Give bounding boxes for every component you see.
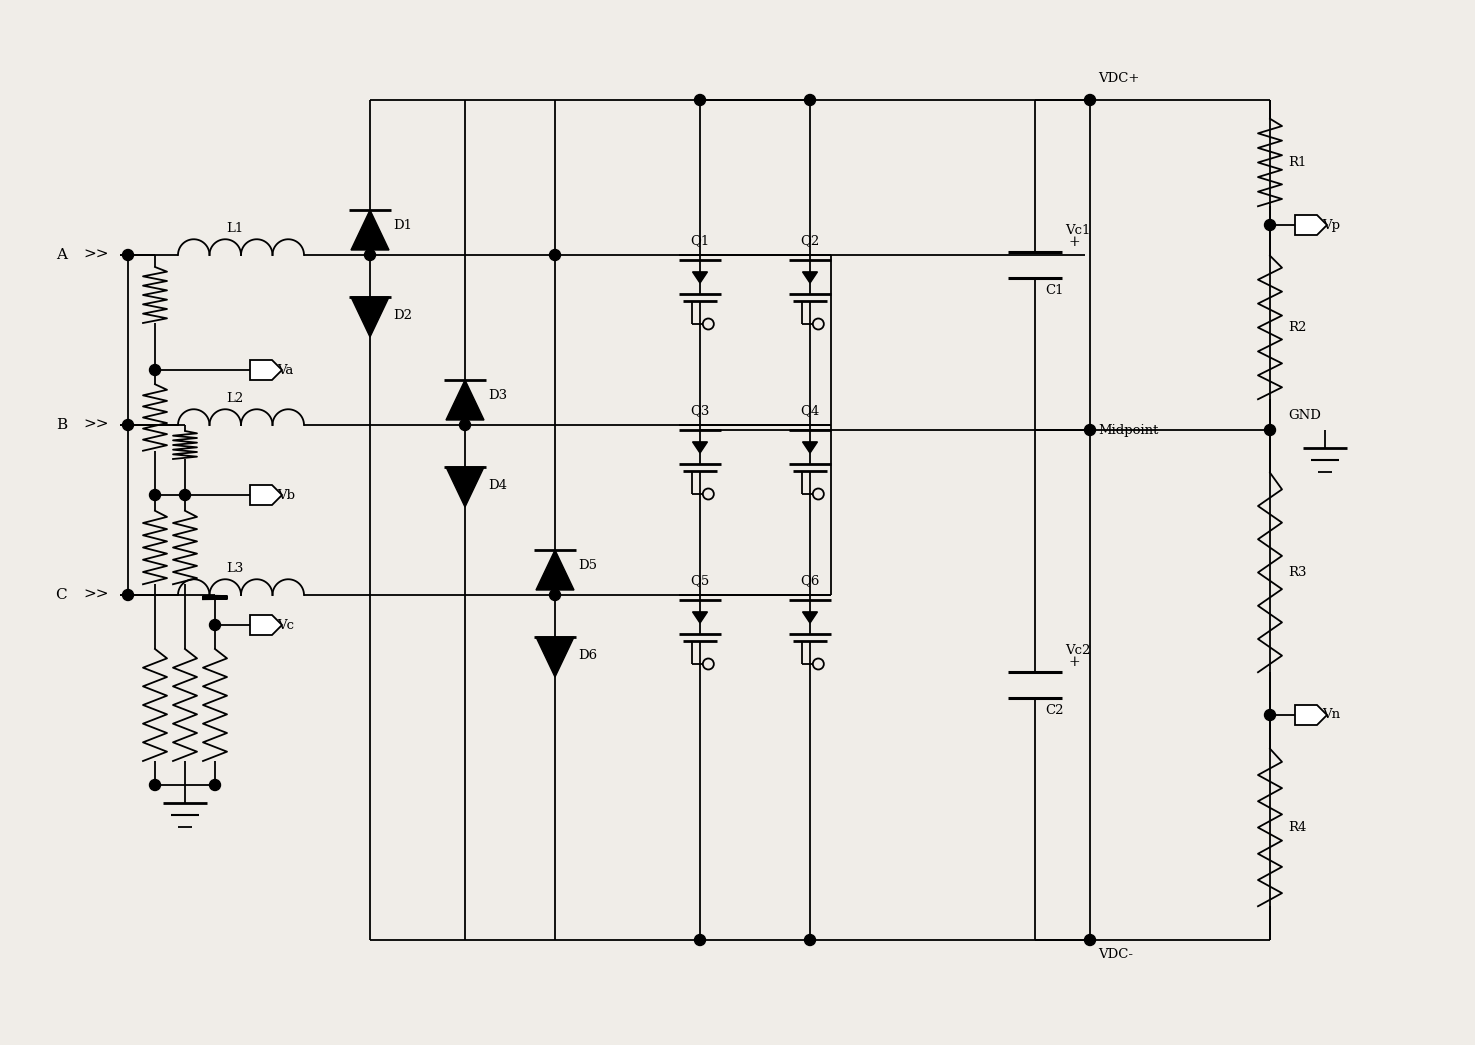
Text: Vc: Vc	[277, 619, 294, 631]
Text: R1: R1	[1288, 156, 1307, 169]
Circle shape	[122, 250, 134, 260]
Polygon shape	[802, 442, 817, 454]
Polygon shape	[1295, 705, 1328, 725]
Polygon shape	[693, 442, 708, 454]
Text: VDC+: VDC+	[1097, 72, 1139, 85]
Polygon shape	[249, 485, 282, 505]
Text: D3: D3	[488, 389, 507, 401]
Circle shape	[1264, 219, 1276, 231]
Polygon shape	[693, 272, 708, 283]
Text: D1: D1	[392, 218, 412, 232]
Circle shape	[1084, 94, 1096, 106]
Text: GND: GND	[1288, 409, 1322, 421]
Text: Midpoint: Midpoint	[1097, 423, 1158, 437]
Polygon shape	[249, 616, 282, 635]
Text: Q6: Q6	[801, 574, 820, 587]
Polygon shape	[445, 380, 484, 420]
Circle shape	[695, 934, 705, 946]
Polygon shape	[351, 297, 389, 336]
Circle shape	[1264, 710, 1276, 720]
Text: Q4: Q4	[801, 404, 820, 417]
Polygon shape	[445, 467, 484, 507]
Text: Q5: Q5	[690, 574, 709, 587]
Text: D6: D6	[578, 649, 597, 661]
Text: >>: >>	[83, 248, 109, 262]
Text: D2: D2	[392, 308, 412, 322]
Circle shape	[1084, 424, 1096, 436]
Polygon shape	[351, 210, 389, 250]
Polygon shape	[802, 272, 817, 283]
Circle shape	[550, 250, 560, 260]
Text: Vn: Vn	[1322, 709, 1341, 721]
Text: C: C	[56, 588, 66, 602]
Polygon shape	[535, 637, 574, 677]
Circle shape	[364, 250, 376, 260]
Circle shape	[149, 365, 161, 375]
Text: Q1: Q1	[690, 234, 709, 247]
Circle shape	[180, 489, 190, 501]
Text: L3: L3	[226, 561, 243, 575]
Circle shape	[804, 934, 816, 946]
Text: +: +	[1068, 655, 1080, 669]
Text: C1: C1	[1044, 283, 1063, 297]
Text: C2: C2	[1044, 703, 1063, 717]
Text: L1: L1	[226, 222, 243, 234]
Polygon shape	[1295, 215, 1328, 235]
Circle shape	[149, 780, 161, 790]
Text: >>: >>	[83, 418, 109, 432]
Circle shape	[149, 489, 161, 501]
Text: A: A	[56, 248, 66, 262]
Text: D5: D5	[578, 558, 597, 572]
Circle shape	[695, 94, 705, 106]
Circle shape	[122, 419, 134, 431]
Text: Vc1: Vc1	[1065, 224, 1090, 236]
Circle shape	[460, 419, 471, 431]
Text: VDC-: VDC-	[1097, 948, 1133, 961]
Circle shape	[209, 620, 220, 630]
Text: L2: L2	[226, 392, 243, 404]
Text: D4: D4	[488, 479, 507, 491]
Text: Va: Va	[277, 364, 294, 376]
Polygon shape	[802, 612, 817, 623]
Polygon shape	[249, 359, 282, 380]
Circle shape	[122, 589, 134, 601]
Text: Vb: Vb	[277, 488, 295, 502]
Text: R2: R2	[1288, 321, 1307, 334]
Polygon shape	[693, 612, 708, 623]
Circle shape	[804, 94, 816, 106]
Text: +: +	[1068, 235, 1080, 249]
Text: Q3: Q3	[690, 404, 709, 417]
Text: Vp: Vp	[1322, 218, 1339, 232]
Text: R4: R4	[1288, 821, 1307, 834]
Circle shape	[1264, 424, 1276, 436]
Text: R3: R3	[1288, 566, 1307, 579]
Text: Vc2: Vc2	[1065, 644, 1090, 656]
Text: B: B	[56, 418, 66, 432]
Circle shape	[550, 589, 560, 601]
Polygon shape	[535, 550, 574, 590]
Circle shape	[1084, 934, 1096, 946]
Text: >>: >>	[83, 588, 109, 602]
Text: Q2: Q2	[801, 234, 820, 247]
Circle shape	[209, 780, 220, 790]
